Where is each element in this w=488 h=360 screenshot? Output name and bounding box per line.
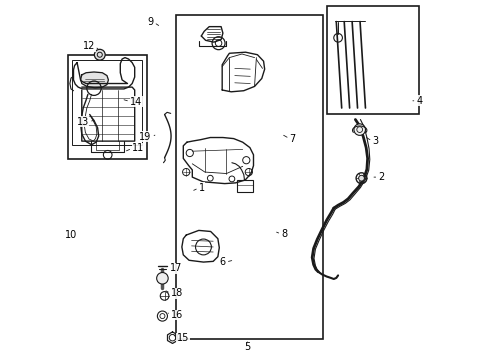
Text: 2: 2 (378, 172, 384, 182)
Text: 16: 16 (170, 310, 183, 320)
Bar (68, 55, 146, 159)
Text: 10: 10 (65, 230, 77, 240)
Circle shape (94, 49, 105, 60)
Text: 12: 12 (82, 41, 95, 51)
Circle shape (358, 175, 364, 181)
Text: 17: 17 (169, 263, 182, 273)
Text: 7: 7 (289, 134, 295, 144)
Circle shape (353, 124, 365, 135)
Text: 13: 13 (77, 117, 89, 127)
Text: 9: 9 (147, 17, 153, 27)
Text: 14: 14 (130, 96, 142, 107)
Bar (72, 60, 142, 145)
Circle shape (156, 273, 168, 284)
Polygon shape (81, 72, 108, 88)
Text: 4: 4 (416, 96, 422, 106)
Text: 3: 3 (371, 136, 378, 146)
Text: 5: 5 (244, 342, 250, 352)
Text: 18: 18 (170, 288, 183, 298)
Text: 19: 19 (139, 132, 151, 142)
Text: 1: 1 (199, 183, 204, 193)
Text: 11: 11 (132, 143, 144, 153)
Text: 8: 8 (281, 229, 287, 239)
Text: 15: 15 (177, 333, 189, 343)
Bar (176, 15, 322, 339)
Bar (236, 180, 253, 192)
Bar (326, 6, 418, 114)
Text: 6: 6 (219, 257, 225, 267)
